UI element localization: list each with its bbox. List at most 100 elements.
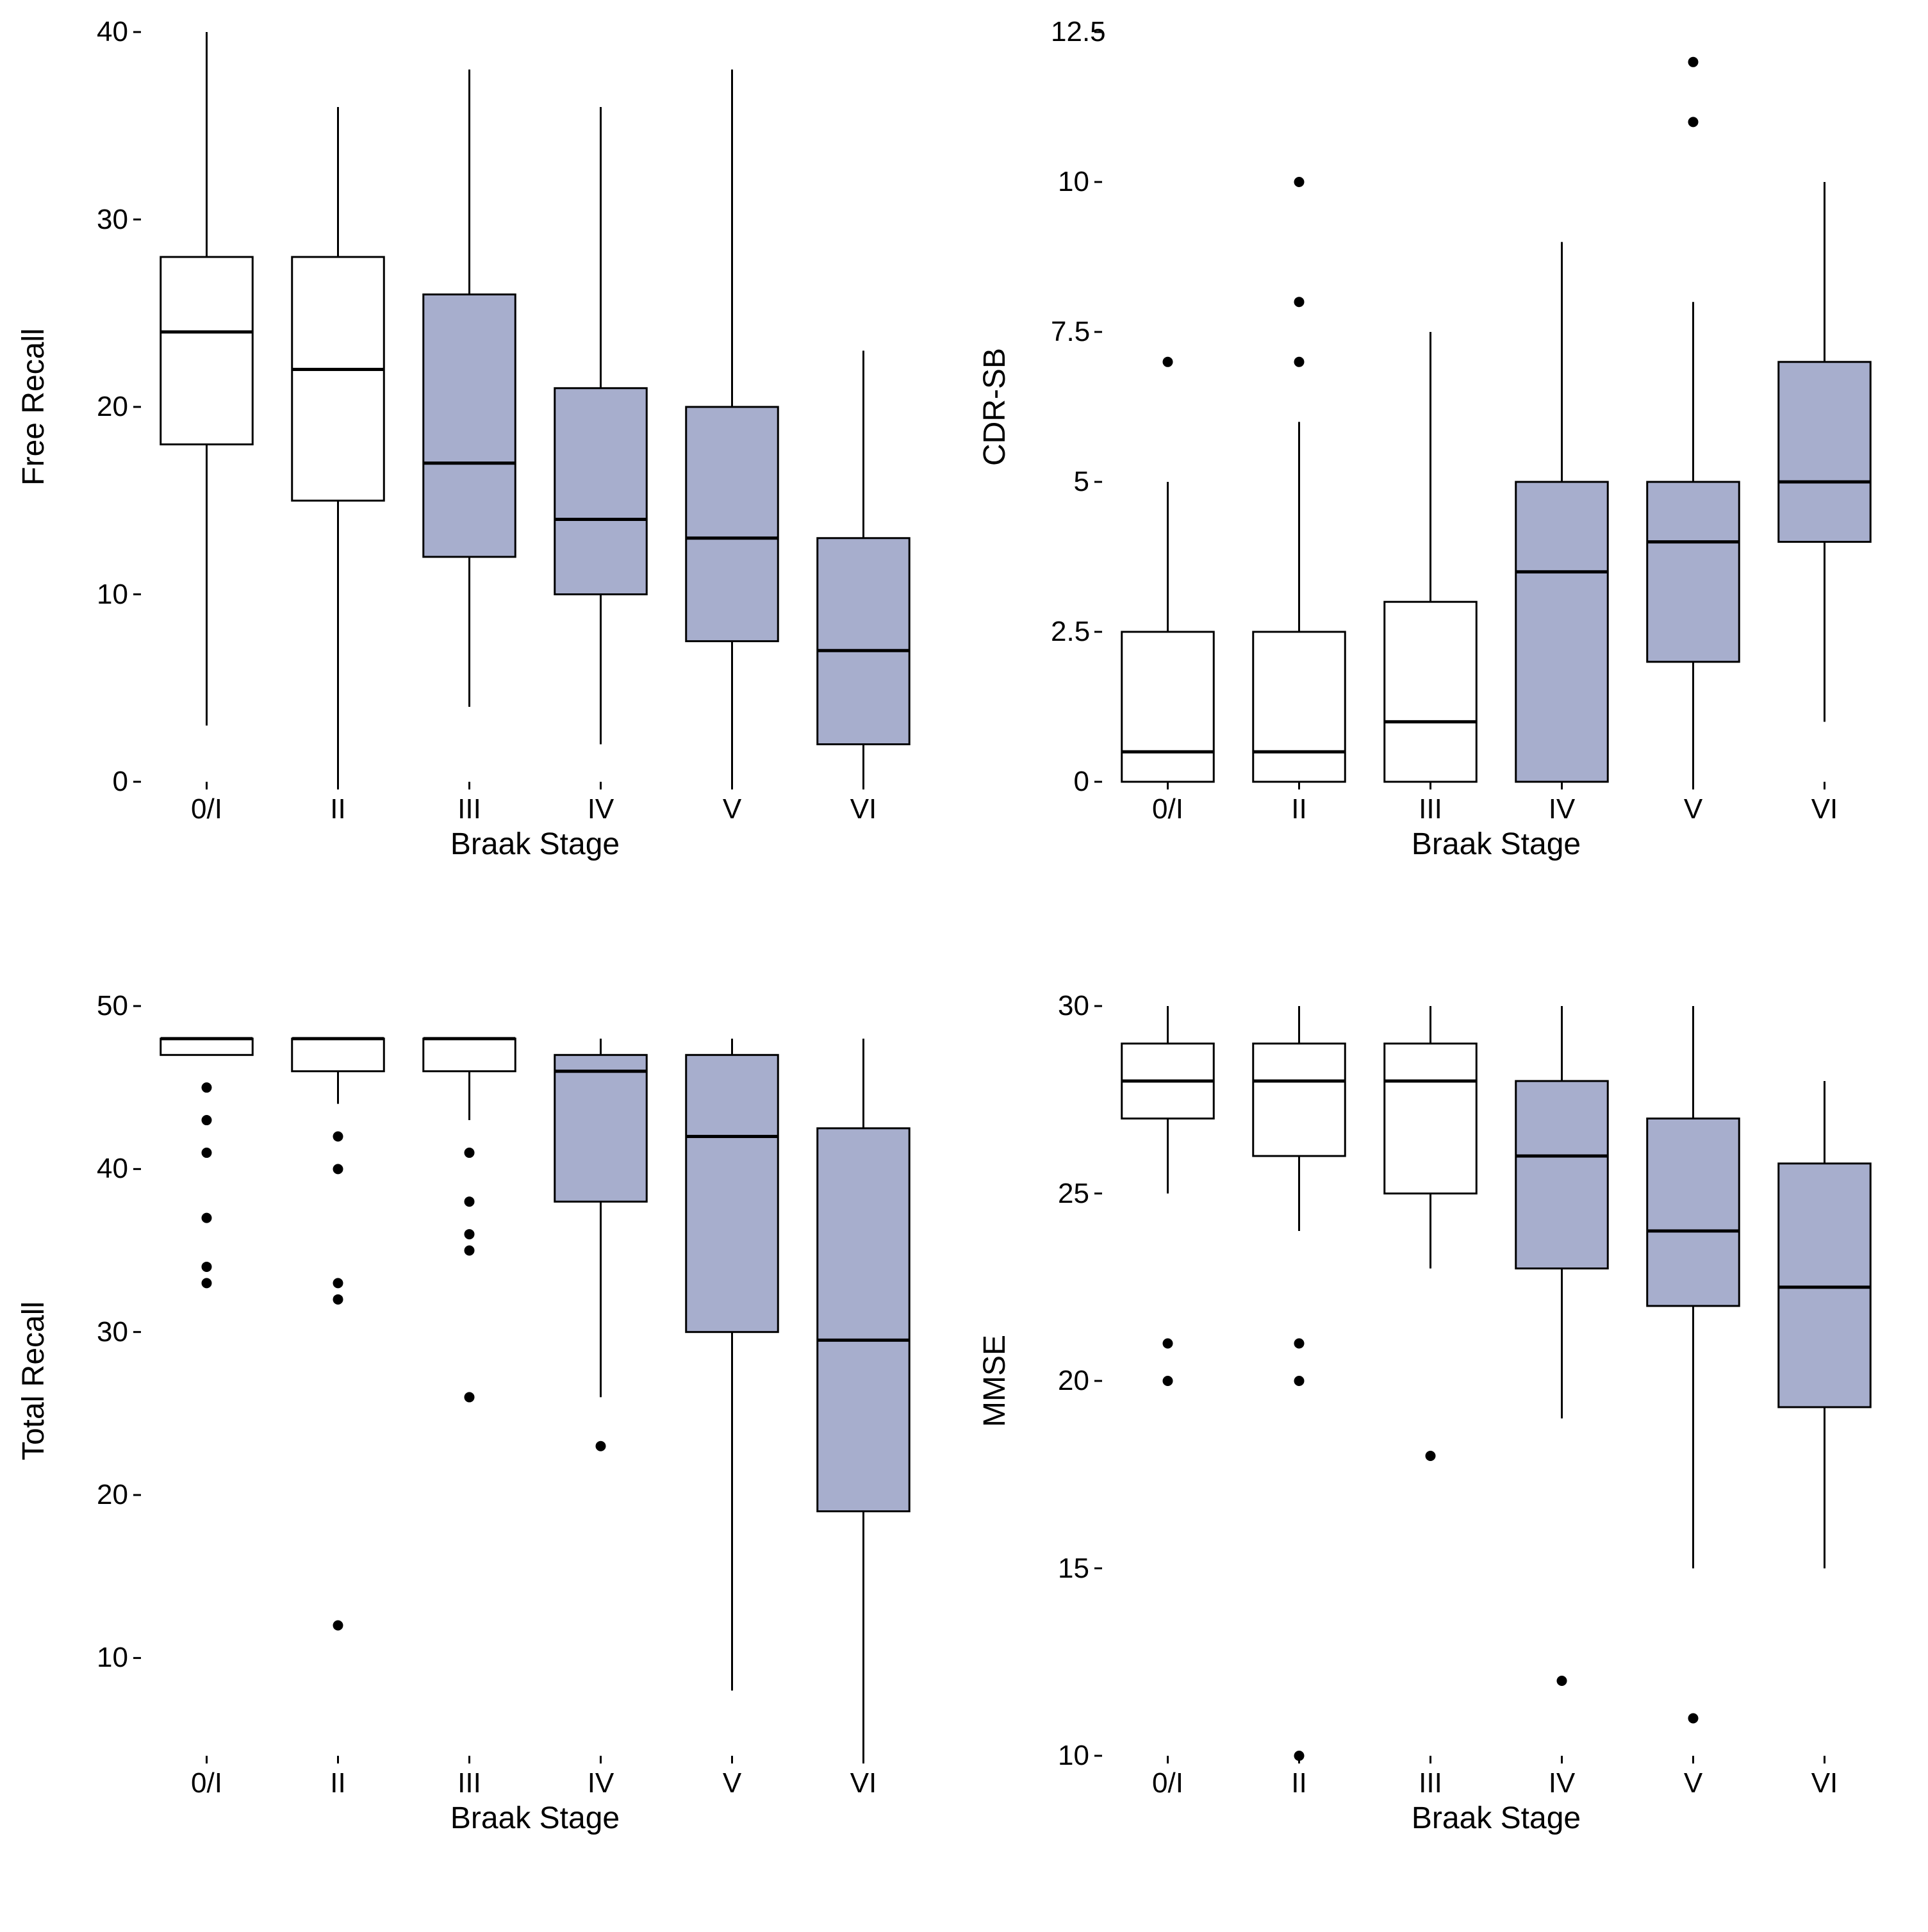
panel-total_recall: 10203040500/IIIIIIIVVVIBraak StageTotal … (90, 1000, 935, 1833)
y-axis-title: Total Recall (16, 1301, 51, 1460)
ytick-label: 15 (1051, 1553, 1089, 1585)
ytick-label: 10 (90, 579, 128, 611)
ytick-label: 30 (90, 1316, 128, 1348)
outlier-point (202, 1148, 212, 1158)
outlier-point (202, 1213, 212, 1223)
outlier-point (465, 1246, 475, 1256)
box (161, 257, 253, 445)
xtick-label: V (1684, 1767, 1702, 1799)
outlier-point (1294, 177, 1305, 187)
outlier-point (1163, 1339, 1173, 1349)
box (1516, 482, 1608, 782)
x-axis-title: Braak Stage (450, 827, 620, 862)
plot-svg (1051, 26, 1897, 859)
box (1122, 632, 1214, 782)
outlier-point (465, 1392, 475, 1402)
x-axis-title: Braak Stage (450, 1801, 620, 1836)
ytick-label: 5 (1051, 466, 1089, 498)
ytick-label: 30 (90, 204, 128, 236)
box (818, 1128, 910, 1512)
xtick-label: IV (588, 793, 614, 825)
outlier-point (465, 1148, 475, 1158)
panel-cdr_sb: 02.557.51012.50/IIIIIIIVVVIBraak StageCD… (1051, 26, 1897, 859)
box (1647, 1119, 1740, 1307)
xtick-label: VI (1811, 793, 1838, 825)
y-axis-title: MMSE (977, 1335, 1012, 1427)
xtick-label: VI (850, 793, 877, 825)
outlier-point (465, 1196, 475, 1207)
box (555, 388, 647, 595)
ytick-label: 10 (1051, 166, 1089, 198)
outlier-point (333, 1278, 343, 1288)
box (292, 257, 384, 500)
xtick-label: 0/I (1152, 1767, 1183, 1799)
xtick-label: III (457, 793, 481, 825)
panel-free_recall: 0102030400/IIIIIIIVVVIBraak StageFree Re… (90, 26, 935, 859)
ytick-label: 30 (1051, 990, 1089, 1022)
outlier-point (202, 1278, 212, 1288)
xtick-label: V (1684, 793, 1702, 825)
ytick-label: 20 (90, 391, 128, 423)
xtick-label: VI (1811, 1767, 1838, 1799)
box (1779, 362, 1871, 542)
xtick-label: II (1291, 1767, 1306, 1799)
ytick-label: 10 (90, 1642, 128, 1674)
plot-svg (90, 26, 935, 859)
box (555, 1055, 647, 1201)
outlier-point (333, 1294, 343, 1305)
ytick-label: 50 (90, 990, 128, 1022)
outlier-point (1688, 117, 1699, 127)
ytick-label: 7.5 (1051, 316, 1089, 348)
outlier-point (1294, 1339, 1305, 1349)
box (818, 538, 910, 745)
outlier-point (202, 1262, 212, 1272)
box (292, 1039, 384, 1071)
y-axis-title: Free Recall (16, 328, 51, 485)
outlier-point (1294, 297, 1305, 307)
box (161, 1039, 253, 1055)
outlier-point (1163, 1376, 1173, 1386)
box (424, 295, 516, 557)
plot-svg (90, 1000, 935, 1833)
outlier-point (465, 1229, 475, 1239)
ytick-label: 0 (90, 766, 128, 798)
box (686, 407, 779, 641)
ytick-label: 20 (1051, 1365, 1089, 1397)
outlier-point (1557, 1676, 1567, 1686)
xtick-label: V (723, 793, 741, 825)
xtick-label: III (1419, 1767, 1442, 1799)
outlier-point (1294, 1751, 1305, 1761)
ytick-label: 40 (90, 16, 128, 48)
xtick-label: 0/I (1152, 793, 1183, 825)
panel-mmse: 10152025300/IIIIIIIVVVIBraak StageMMSE (1051, 1000, 1897, 1833)
xtick-label: IV (1549, 1767, 1576, 1799)
ytick-label: 12.5 (1051, 16, 1089, 48)
outlier-point (1688, 1713, 1699, 1724)
box (1385, 1044, 1477, 1194)
figure-container: 0102030400/IIIIIIIVVVIBraak StageFree Re… (0, 0, 1928, 1932)
xtick-label: 0/I (191, 793, 222, 825)
xtick-label: III (457, 1767, 481, 1799)
box (424, 1039, 516, 1071)
ytick-label: 25 (1051, 1178, 1089, 1210)
xtick-label: IV (1549, 793, 1576, 825)
outlier-point (1294, 357, 1305, 367)
outlier-point (202, 1082, 212, 1093)
plot-svg (1051, 1000, 1897, 1833)
x-axis-title: Braak Stage (1412, 827, 1581, 862)
outlier-point (596, 1441, 606, 1451)
xtick-label: VI (850, 1767, 877, 1799)
ytick-label: 10 (1051, 1740, 1089, 1772)
box (1647, 482, 1740, 662)
outlier-point (1163, 357, 1173, 367)
x-axis-title: Braak Stage (1412, 1801, 1581, 1836)
box (1385, 602, 1477, 782)
xtick-label: II (330, 1767, 345, 1799)
xtick-label: III (1419, 793, 1442, 825)
outlier-point (333, 1131, 343, 1141)
box (1253, 632, 1346, 782)
box (686, 1055, 779, 1332)
xtick-label: IV (588, 1767, 614, 1799)
y-axis-title: CDR-SB (977, 348, 1012, 466)
ytick-label: 20 (90, 1479, 128, 1511)
